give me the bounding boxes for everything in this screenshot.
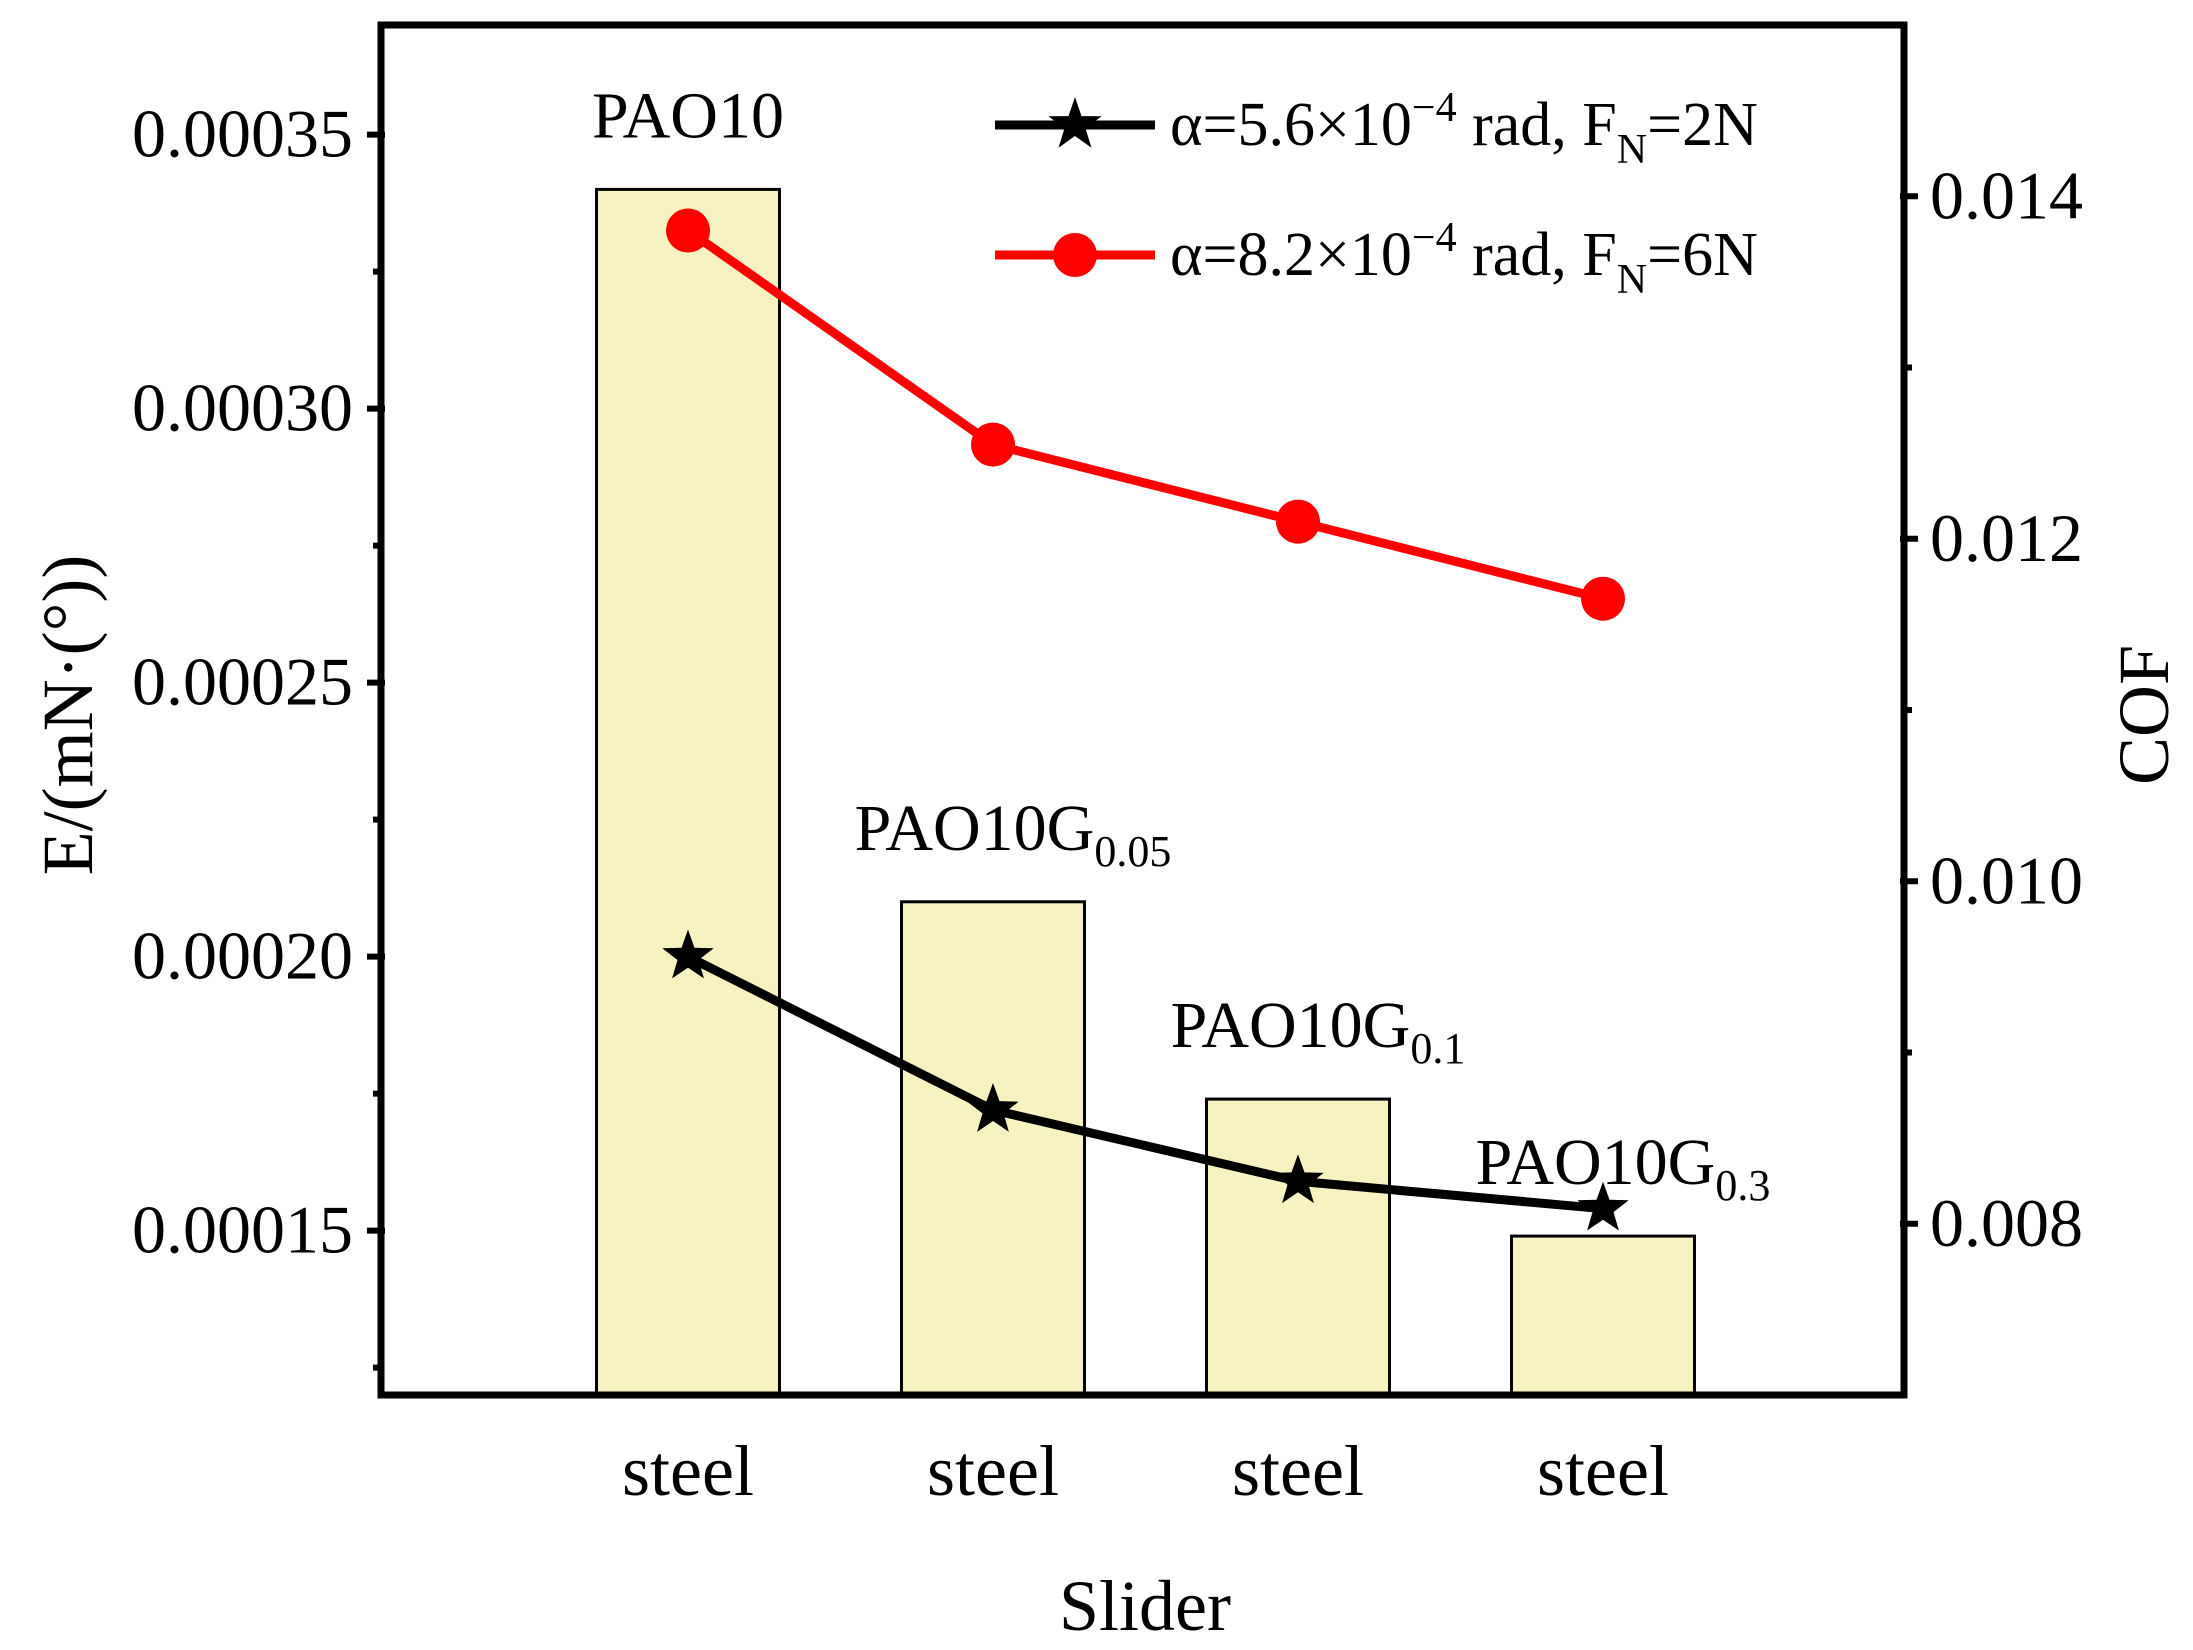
right-tick-label: 0.012 — [1930, 500, 2083, 576]
bar-label: PAO10 — [592, 79, 784, 152]
x-tick-label: steel — [1232, 1431, 1364, 1511]
star-marker — [1577, 1181, 1629, 1231]
legend-star-marker — [1048, 97, 1102, 148]
legend-circle-marker — [1053, 233, 1097, 277]
right-tick-label: 0.014 — [1930, 157, 2083, 233]
x-axis-title: Slider — [1059, 1566, 1231, 1646]
right-y-axis-title: COF — [2104, 645, 2184, 785]
bar-label: PAO10G0.3 — [1476, 1126, 1771, 1210]
ticks: 0.00015 0.00020 0.00025 0.00030 0.00035 0.008… — [132, 96, 2083, 1511]
left-tick-label: 0.00025 — [132, 644, 353, 720]
star-marker — [1272, 1154, 1324, 1204]
right-tick-label: 0.010 — [1930, 842, 2083, 918]
right-tick-label: 0.008 — [1930, 1185, 2083, 1261]
x-tick-label: steel — [622, 1431, 754, 1511]
star-marker — [662, 929, 714, 979]
circle-marker — [1581, 576, 1625, 621]
left-y-axis-title: E/(mN·(°)) — [28, 555, 108, 876]
bar — [1205, 1097, 1391, 1397]
legend-label: α=5.6×10−4 rad, FN=2N — [1170, 85, 1758, 173]
bar-label: PAO10G0.05 — [855, 792, 1172, 876]
x-tick-label: steel — [1537, 1431, 1669, 1511]
circle-marker — [1276, 499, 1320, 544]
legend-label: α=8.2×10−4 rad, FN=6N — [1170, 215, 1758, 303]
x-tick-label: steel — [927, 1431, 1059, 1511]
left-tick-label: 0.00030 — [132, 370, 353, 446]
left-tick-label: 0.00015 — [132, 1192, 353, 1268]
series-line — [685, 952, 1604, 1214]
legend: α=5.6×10−4 rad, FN=2N α=8.2×10−4 rad, FN=… — [995, 85, 1758, 303]
bar — [1510, 1234, 1696, 1397]
bar — [900, 900, 1086, 1397]
left-tick-label: 0.00035 — [132, 96, 353, 172]
star-marker — [967, 1083, 1019, 1132]
circle-marker — [666, 208, 710, 253]
left-tick-label: 0.00020 — [132, 918, 353, 994]
bars — [595, 187, 1696, 1397]
bar — [595, 187, 781, 1397]
series-lines — [662, 208, 1629, 1231]
series-line — [685, 226, 1605, 604]
circle-marker — [971, 422, 1015, 467]
bar-label: PAO10G0.1 — [1171, 989, 1466, 1073]
